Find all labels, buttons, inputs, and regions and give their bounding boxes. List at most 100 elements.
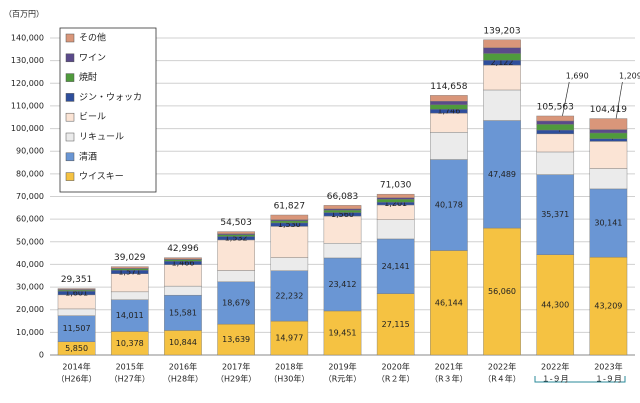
bar-segment bbox=[536, 120, 575, 125]
bar-segment bbox=[589, 256, 628, 356]
bar-segment bbox=[536, 254, 575, 356]
value-label: 1,532 bbox=[225, 234, 248, 243]
bar-segment bbox=[270, 226, 309, 258]
value-label: 30,141 bbox=[594, 219, 622, 228]
bar-segment bbox=[430, 95, 468, 102]
value-label: 11,507 bbox=[63, 324, 91, 333]
legend-swatch bbox=[65, 73, 75, 82]
legend-label: 清酒 bbox=[79, 150, 97, 162]
value-label: 1,201 bbox=[384, 199, 407, 208]
bar-segment bbox=[430, 159, 468, 251]
legend-label: ジン・ウォッカ bbox=[79, 92, 142, 103]
x-tick-sublabel: １-９月 bbox=[595, 375, 622, 384]
legend-label: ウイスキー bbox=[79, 171, 124, 182]
bar-segment bbox=[376, 293, 415, 356]
value-label: 10,378 bbox=[116, 339, 144, 348]
value-label: 22,232 bbox=[275, 291, 303, 300]
value-label: 44,300 bbox=[541, 300, 569, 309]
legend-swatch bbox=[65, 112, 75, 122]
legend-swatch bbox=[65, 132, 75, 142]
bar-segment bbox=[270, 257, 309, 271]
value-label: 47,489 bbox=[488, 170, 516, 179]
bar-segment bbox=[270, 220, 309, 224]
x-tick-label: 2022年 bbox=[488, 362, 516, 372]
x-tick-sublabel: （R２年） bbox=[377, 374, 415, 384]
bar-segment bbox=[57, 288, 96, 290]
bar-segment bbox=[536, 174, 575, 255]
value-label: 1,530 bbox=[278, 220, 301, 229]
bar-segment bbox=[323, 215, 362, 244]
bar-segment bbox=[536, 133, 575, 153]
bar-segment bbox=[164, 294, 202, 331]
legend-swatch bbox=[65, 152, 75, 162]
x-tick-label: 2018年 bbox=[275, 362, 303, 372]
x-tick-sublabel: （R元年） bbox=[324, 374, 362, 384]
bar-segment bbox=[323, 310, 362, 356]
bar-segment bbox=[589, 118, 628, 130]
value-label: 13,639 bbox=[222, 335, 250, 344]
value-label: 1,560 bbox=[331, 210, 354, 219]
y-tick-label: 80,000 bbox=[16, 169, 44, 178]
legend-label: その他 bbox=[79, 32, 106, 44]
y-unit-label: （百万円） bbox=[4, 10, 44, 19]
value-label: 43,209 bbox=[594, 302, 622, 311]
y-tick-label: 30,000 bbox=[16, 283, 44, 292]
bar-segment bbox=[164, 264, 202, 287]
bar-segment bbox=[589, 141, 628, 169]
bar-segment bbox=[164, 330, 202, 356]
x-tick-sublabel: （R４年） bbox=[483, 374, 521, 384]
bar-segment bbox=[483, 53, 521, 61]
total-label: 29,351 bbox=[61, 275, 93, 285]
x-tick-label: 2014年 bbox=[62, 362, 90, 372]
value-label: 19,451 bbox=[329, 328, 357, 337]
legend-swatch bbox=[65, 33, 75, 43]
bar-segment bbox=[589, 168, 628, 190]
legend-label: 焼酎 bbox=[79, 71, 97, 83]
bar-segment bbox=[57, 308, 96, 316]
bar-segment bbox=[536, 151, 575, 175]
legend-label: ワイン bbox=[79, 53, 106, 63]
value-label: 1,601 bbox=[65, 289, 88, 298]
x-tick-label: 2022年 bbox=[541, 362, 569, 372]
bar-segment bbox=[430, 132, 468, 160]
x-tick-label: 2019年 bbox=[328, 362, 356, 372]
x-tick-label: 2015年 bbox=[116, 362, 144, 372]
value-label: 1,746 bbox=[437, 107, 460, 116]
value-label: 14,011 bbox=[116, 311, 144, 320]
y-tick-label: 70,000 bbox=[16, 192, 44, 201]
y-tick-label: 120,000 bbox=[11, 79, 44, 88]
bar-segment bbox=[323, 205, 362, 210]
bar-segment bbox=[110, 268, 149, 271]
bar-segment bbox=[483, 64, 521, 91]
bar-segment bbox=[483, 39, 521, 49]
total-label: 139,203 bbox=[483, 26, 520, 36]
y-tick-label: 40,000 bbox=[16, 260, 44, 269]
value-label: 40,178 bbox=[435, 201, 463, 210]
legend-label: リキュール bbox=[79, 133, 124, 143]
bar-segment bbox=[589, 129, 628, 134]
bar-segment bbox=[430, 101, 468, 105]
bar-segment bbox=[217, 239, 255, 271]
y-tick-label: 90,000 bbox=[16, 147, 44, 156]
y-tick-label: 110,000 bbox=[11, 101, 44, 110]
value-label: 14,977 bbox=[275, 334, 303, 343]
bar-segment bbox=[323, 210, 362, 213]
bar-segment bbox=[536, 115, 575, 122]
bar-segment bbox=[483, 89, 521, 121]
legend-box bbox=[59, 27, 157, 193]
bar-segment bbox=[323, 257, 362, 312]
value-label: 18,679 bbox=[222, 298, 250, 307]
x-tick-sublabel: （H27年） bbox=[110, 374, 150, 384]
bar-segment bbox=[536, 129, 575, 135]
y-tick-label: 60,000 bbox=[16, 215, 44, 224]
bar-segment bbox=[430, 112, 468, 133]
total-label: 104,419 bbox=[590, 105, 627, 115]
bar-segment bbox=[430, 104, 468, 110]
value-label: 35,371 bbox=[541, 210, 569, 219]
value-label: 23,412 bbox=[329, 280, 357, 289]
x-tick-label: 2017年 bbox=[222, 362, 250, 372]
y-tick-label: 0 bbox=[39, 351, 44, 360]
value-label: 1,690 bbox=[566, 72, 589, 81]
bar-segment bbox=[376, 238, 415, 294]
y-tick-label: 100,000 bbox=[11, 124, 44, 133]
